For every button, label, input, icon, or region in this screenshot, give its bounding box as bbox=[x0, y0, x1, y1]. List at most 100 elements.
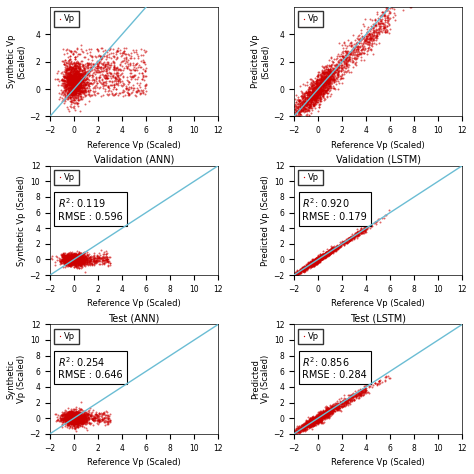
Point bbox=[291, 434, 298, 442]
Point bbox=[317, 255, 325, 263]
Point bbox=[364, 221, 372, 229]
Point bbox=[72, 80, 79, 87]
Point bbox=[68, 86, 75, 94]
Point bbox=[315, 411, 322, 419]
Point bbox=[321, 85, 328, 92]
Point bbox=[329, 404, 337, 411]
Point bbox=[355, 390, 362, 397]
Point bbox=[365, 31, 372, 38]
Point bbox=[92, 74, 100, 82]
Point bbox=[331, 245, 338, 252]
Point bbox=[81, 408, 89, 415]
Point bbox=[334, 243, 342, 250]
Point bbox=[340, 241, 348, 248]
Point bbox=[323, 410, 331, 417]
Point bbox=[75, 255, 83, 262]
Point bbox=[73, 80, 81, 88]
Point bbox=[74, 84, 82, 92]
Point bbox=[87, 256, 94, 264]
Point bbox=[317, 82, 324, 90]
Point bbox=[80, 412, 87, 419]
Point bbox=[103, 257, 111, 265]
Point bbox=[66, 78, 73, 85]
Point bbox=[61, 422, 69, 429]
Point bbox=[303, 78, 310, 85]
Point bbox=[67, 253, 75, 260]
Point bbox=[362, 381, 370, 389]
Point bbox=[71, 89, 79, 97]
Point bbox=[68, 80, 75, 87]
Point bbox=[356, 228, 364, 235]
Point bbox=[73, 408, 81, 415]
Point bbox=[64, 255, 72, 263]
Point bbox=[65, 420, 73, 428]
Point bbox=[73, 414, 81, 422]
Point bbox=[346, 237, 354, 244]
Point bbox=[111, 83, 118, 91]
Point bbox=[360, 385, 367, 392]
Point bbox=[74, 416, 82, 424]
Point bbox=[323, 89, 330, 97]
Point bbox=[77, 414, 84, 421]
Point bbox=[311, 256, 319, 264]
Point bbox=[325, 406, 332, 413]
Point bbox=[319, 413, 327, 421]
Point bbox=[74, 418, 82, 426]
Point bbox=[321, 411, 328, 419]
Point bbox=[60, 61, 67, 68]
Point bbox=[307, 98, 315, 106]
Point bbox=[65, 417, 73, 425]
Point bbox=[107, 77, 114, 85]
Point bbox=[74, 60, 82, 67]
Point bbox=[75, 77, 82, 84]
Point bbox=[353, 41, 360, 48]
Point bbox=[73, 84, 81, 92]
Point bbox=[72, 251, 80, 259]
Point bbox=[59, 415, 67, 422]
Point bbox=[67, 47, 75, 55]
Point bbox=[327, 75, 335, 82]
Point bbox=[376, 380, 383, 387]
Point bbox=[306, 101, 314, 109]
Point bbox=[361, 383, 368, 390]
Point bbox=[327, 68, 334, 76]
Point bbox=[78, 256, 86, 264]
Point bbox=[314, 258, 322, 265]
Point bbox=[67, 250, 74, 257]
Point bbox=[361, 384, 369, 392]
Point bbox=[65, 416, 73, 424]
Point bbox=[301, 97, 309, 105]
Point bbox=[73, 413, 81, 420]
Point bbox=[95, 62, 102, 69]
Point bbox=[76, 415, 84, 423]
Point bbox=[294, 271, 302, 278]
Point bbox=[306, 259, 313, 266]
Point bbox=[310, 418, 318, 425]
Point bbox=[72, 414, 79, 422]
Point bbox=[313, 82, 320, 90]
Point bbox=[306, 419, 313, 427]
Point bbox=[301, 104, 309, 111]
Point bbox=[68, 414, 75, 422]
Point bbox=[330, 69, 337, 77]
Point bbox=[311, 256, 319, 264]
Point bbox=[77, 260, 85, 267]
Point bbox=[311, 83, 319, 91]
Point bbox=[377, 26, 385, 33]
Point bbox=[283, 277, 291, 284]
Point bbox=[355, 394, 363, 402]
Point bbox=[65, 261, 73, 269]
Point bbox=[66, 412, 74, 419]
Point bbox=[98, 415, 106, 423]
Point bbox=[327, 71, 334, 78]
Point bbox=[350, 232, 357, 240]
Point bbox=[328, 70, 336, 77]
Point bbox=[71, 414, 79, 422]
Point bbox=[73, 413, 81, 420]
Point bbox=[67, 83, 74, 91]
Point bbox=[311, 259, 319, 266]
Point bbox=[74, 72, 82, 79]
Point bbox=[68, 416, 76, 424]
Legend: Vp: Vp bbox=[298, 328, 323, 344]
Point bbox=[70, 89, 77, 97]
